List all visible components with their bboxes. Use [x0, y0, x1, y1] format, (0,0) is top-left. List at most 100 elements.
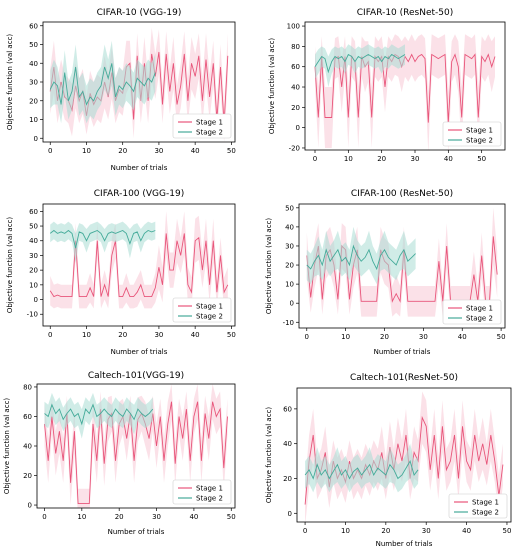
x-tick-label: 10: [344, 155, 353, 163]
y-tick-label: 0: [34, 296, 38, 304]
y-tick-label: 20: [283, 475, 292, 483]
y-axis-label: Objective function (val acc): [265, 218, 273, 315]
x-axis-label: Number of trials: [374, 348, 431, 356]
y-tick-label: 20: [29, 97, 38, 105]
y-tick-label: 40: [283, 440, 292, 448]
x-tick-label: 50: [477, 155, 486, 163]
y-tick-label: 60: [23, 413, 32, 421]
y-axis-label: Objective function (val acc): [268, 38, 276, 135]
legend: Stage 1 Stage 2: [442, 121, 502, 147]
x-tick-label: 0: [305, 333, 309, 341]
y-tick-label: 20: [291, 104, 300, 112]
x-axis-label: Number of trials: [108, 528, 165, 536]
y-tick-label: 80: [23, 383, 32, 391]
y-tick-label: 20: [23, 472, 32, 480]
chart-panel-cifar100-resnet50: CIFAR-100 (ResNet-50) 0 10 20 30 40 50 -10 0 10 2…: [265, 189, 506, 356]
series-line-2: [49, 229, 156, 249]
y-tick-label: 60: [283, 405, 292, 413]
legend: Stage 1 Stage 2: [172, 297, 232, 323]
plot-area: [304, 391, 504, 522]
confidence-band-2: [315, 44, 405, 87]
x-tick-label: 40: [189, 513, 198, 521]
plot-area: [306, 207, 498, 317]
x-tick-label: 40: [462, 527, 471, 535]
legend-label-1: Stage 1: [466, 305, 493, 313]
x-tick-label: 50: [227, 147, 236, 155]
y-tick-label: 30: [285, 242, 294, 250]
y-tick-label: 20: [29, 267, 38, 275]
y-tick-label: 0: [288, 510, 292, 518]
x-tick-label: 10: [82, 331, 91, 339]
y-tick-label: 30: [29, 79, 38, 87]
chart-panel-caltech101-resnet50: Caltech-101(ResNet-50) 0 10 20 30 40 50 0 20 40 6…: [265, 373, 512, 548]
chart-title: CIFAR-10 (VGG-19): [97, 8, 182, 18]
plot-frame: [296, 387, 512, 523]
plot-frame: [298, 203, 506, 329]
x-tick-label: 0: [48, 331, 52, 339]
series-line-1: [44, 401, 228, 505]
x-axis-label: Number of trials: [376, 540, 433, 548]
series-line-2: [49, 63, 156, 106]
legend: Stage 1 Stage 2: [442, 299, 502, 325]
y-axis-label: Objective function (val acc): [6, 34, 14, 131]
legend: Stage 1 Stage 2: [172, 113, 232, 139]
y-tick-label: 100: [287, 23, 300, 31]
confidence-band-1: [305, 391, 503, 522]
y-axis-label: Objective function (val acc): [6, 217, 14, 314]
confidence-band-2: [50, 40, 156, 124]
chart-panel-caltech101-vgg19: Caltech-101(VGG-19) 0 10 20 30 40 50 0 20 40 60 80…: [3, 371, 236, 536]
x-axis-label: Number of trials: [111, 164, 168, 172]
legend-label-2: Stage 2: [472, 509, 499, 517]
legend-label-2: Stage 2: [196, 495, 223, 503]
y-tick-label: 60: [29, 22, 38, 30]
x-tick-label: 10: [341, 333, 350, 341]
y-tick-label: 50: [29, 223, 38, 231]
legend-label-1: Stage 1: [196, 303, 223, 311]
y-tick-label: 0: [34, 135, 38, 143]
y-tick-label: 0: [28, 502, 32, 510]
legend: Stage 1 Stage 2: [448, 493, 508, 519]
y-tick-label: 40: [23, 443, 32, 451]
y-tick-label: 50: [29, 41, 38, 49]
x-tick-label: 50: [503, 527, 512, 535]
plot-area: [44, 384, 228, 508]
y-tick-label: 0: [296, 124, 300, 132]
y-tick-label: 20: [285, 262, 294, 270]
x-tick-label: 0: [313, 155, 317, 163]
series-line-2: [306, 244, 416, 271]
y-tick-label: 40: [285, 223, 294, 231]
y-tick-label: 80: [291, 43, 300, 51]
confidence-band-2: [305, 443, 419, 493]
series-line-1: [49, 233, 229, 298]
x-tick-label: 0: [42, 513, 46, 521]
x-tick-label: 10: [82, 147, 91, 155]
legend-label-1: Stage 1: [196, 485, 223, 493]
chart-panel-cifar10-vgg19: CIFAR-10 (VGG-19) 0 10 20 30 40 50 0 10 20 30 40 50…: [6, 8, 236, 172]
chart-panel-cifar10-resnet50: CIFAR-10 (ResNet-50) 0 10 20 30 40 50 -20 0 20 40…: [268, 8, 506, 163]
x-tick-label: 30: [154, 331, 163, 339]
x-tick-label: 0: [303, 527, 307, 535]
x-tick-label: 40: [444, 155, 453, 163]
x-tick-label: 40: [191, 147, 200, 155]
x-tick-label: 50: [497, 333, 506, 341]
chart-title: CIFAR-10 (ResNet-50): [357, 8, 454, 18]
x-tick-label: 0: [48, 147, 52, 155]
x-tick-label: 20: [115, 513, 124, 521]
legend-label-1: Stage 1: [466, 127, 493, 135]
chart-panel-cifar100-vgg19: CIFAR-100 (VGG-19) 0 10 20 30 40 50 -10 0 10 20 30…: [6, 189, 236, 356]
y-tick-label: -10: [283, 319, 294, 327]
x-tick-label: 30: [152, 513, 161, 521]
confidence-band-2: [50, 221, 156, 263]
y-tick-label: 60: [291, 63, 300, 71]
x-tick-label: 20: [118, 331, 127, 339]
y-tick-label: -20: [289, 144, 300, 152]
legend-label-2: Stage 2: [466, 315, 493, 323]
chart-title: Caltech-101(VGG-19): [88, 371, 184, 381]
plot-area: [314, 34, 496, 150]
legend-label-2: Stage 2: [466, 137, 493, 145]
x-tick-label: 20: [381, 527, 390, 535]
x-tick-label: 20: [380, 333, 389, 341]
series-line-2: [44, 403, 154, 426]
y-tick-label: 10: [29, 116, 38, 124]
confidence-band-2: [44, 392, 153, 439]
